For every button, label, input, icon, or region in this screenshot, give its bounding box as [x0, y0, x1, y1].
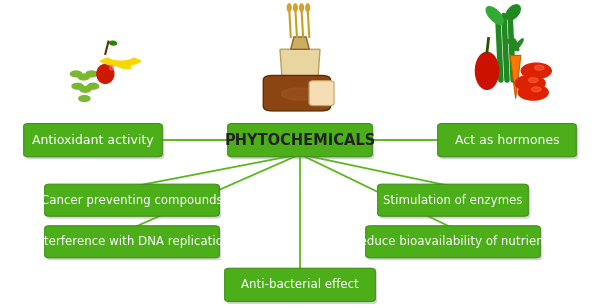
- Ellipse shape: [80, 87, 91, 92]
- Circle shape: [515, 75, 545, 91]
- Ellipse shape: [110, 65, 113, 70]
- FancyBboxPatch shape: [228, 124, 372, 157]
- Polygon shape: [280, 49, 320, 92]
- Text: Anti-bacterial effect: Anti-bacterial effect: [241, 278, 359, 291]
- FancyBboxPatch shape: [44, 184, 220, 216]
- Text: Antioxidant activity: Antioxidant activity: [32, 134, 154, 147]
- Ellipse shape: [306, 4, 310, 11]
- Text: Stimulation of enzymes: Stimulation of enzymes: [383, 194, 523, 207]
- Ellipse shape: [110, 41, 116, 45]
- FancyBboxPatch shape: [47, 228, 221, 260]
- Circle shape: [532, 87, 541, 92]
- Text: Cancer preventing compounds: Cancer preventing compounds: [41, 194, 223, 207]
- FancyBboxPatch shape: [439, 126, 578, 159]
- Ellipse shape: [70, 71, 82, 77]
- FancyBboxPatch shape: [26, 126, 164, 159]
- Text: Act as hormones: Act as hormones: [455, 134, 559, 147]
- Ellipse shape: [506, 5, 520, 20]
- Ellipse shape: [513, 38, 518, 51]
- Ellipse shape: [281, 88, 319, 100]
- Ellipse shape: [514, 39, 523, 51]
- Ellipse shape: [97, 64, 114, 83]
- Ellipse shape: [293, 4, 297, 11]
- Ellipse shape: [88, 83, 98, 89]
- FancyBboxPatch shape: [309, 81, 334, 106]
- FancyBboxPatch shape: [437, 124, 576, 157]
- Ellipse shape: [86, 71, 97, 77]
- Ellipse shape: [287, 4, 291, 11]
- Polygon shape: [291, 37, 309, 49]
- FancyBboxPatch shape: [378, 184, 528, 216]
- Ellipse shape: [506, 39, 519, 50]
- Circle shape: [535, 65, 544, 70]
- Circle shape: [521, 63, 551, 79]
- FancyBboxPatch shape: [229, 126, 374, 159]
- FancyBboxPatch shape: [44, 226, 220, 258]
- Text: Reduce bioavailability of nutrients: Reduce bioavailability of nutrients: [352, 235, 554, 248]
- Ellipse shape: [299, 4, 304, 11]
- Ellipse shape: [79, 96, 90, 101]
- FancyBboxPatch shape: [379, 187, 530, 219]
- Wedge shape: [100, 58, 141, 66]
- Polygon shape: [510, 55, 521, 99]
- Ellipse shape: [475, 52, 499, 89]
- Text: Interference with DNA replication: Interference with DNA replication: [34, 235, 230, 248]
- FancyBboxPatch shape: [47, 187, 221, 219]
- FancyBboxPatch shape: [367, 228, 542, 260]
- Text: PHYTOCHEMICALS: PHYTOCHEMICALS: [224, 133, 376, 148]
- Ellipse shape: [72, 83, 83, 89]
- Ellipse shape: [78, 74, 89, 80]
- FancyBboxPatch shape: [224, 268, 376, 302]
- FancyBboxPatch shape: [24, 124, 162, 157]
- Wedge shape: [115, 62, 131, 69]
- FancyBboxPatch shape: [365, 226, 540, 258]
- Circle shape: [518, 85, 548, 100]
- FancyBboxPatch shape: [227, 271, 377, 304]
- FancyBboxPatch shape: [263, 75, 331, 111]
- Ellipse shape: [486, 7, 503, 24]
- Circle shape: [529, 78, 538, 83]
